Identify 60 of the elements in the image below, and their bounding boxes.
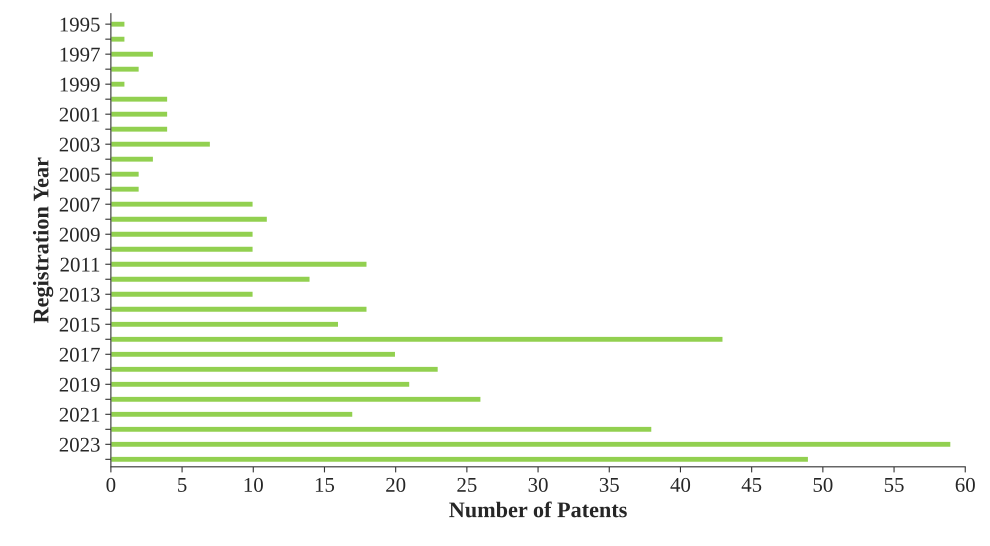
y-tick-label: 2017 [60, 348, 100, 362]
bar [110, 275, 311, 284]
bar [110, 200, 254, 208]
bar [110, 50, 154, 58]
y-tick-label: 2003 [60, 138, 100, 152]
x-tick-label: 5 [178, 478, 186, 492]
y-tick-label: 1997 [60, 48, 100, 62]
x-tick-label: 50 [814, 478, 832, 492]
bar [110, 245, 254, 254]
bar [110, 140, 212, 148]
x-tick-label: 0 [106, 478, 116, 492]
y-tick-label: 1995 [60, 18, 100, 32]
bar [110, 35, 126, 44]
y-tick-label: 2009 [60, 228, 100, 242]
y-tick-label: 2013 [60, 288, 100, 302]
bar [110, 65, 140, 74]
y-tick-label: 2005 [60, 168, 100, 182]
bar [110, 20, 126, 28]
x-tick-label: 25 [457, 478, 476, 492]
bar [110, 125, 169, 134]
bar [110, 290, 254, 298]
y-tick-label: 2021 [60, 408, 100, 422]
bar [110, 170, 140, 178]
bar [110, 425, 653, 434]
bar [110, 230, 254, 238]
x-tick-label: 60 [956, 478, 975, 492]
y-tick-label: 2011 [60, 258, 100, 272]
y-tick-label: 2023 [60, 438, 100, 452]
y-axis-title: Registration Year [32, 158, 54, 324]
bar [110, 380, 411, 388]
x-tick-label: 40 [670, 478, 690, 492]
bar [110, 110, 169, 118]
bar [110, 395, 482, 404]
x-tick-label: 15 [316, 478, 334, 492]
bar [110, 305, 368, 314]
y-tick-label: 2007 [60, 198, 100, 212]
bar [110, 410, 354, 418]
x-tick-label: 10 [244, 478, 263, 492]
bar [110, 185, 140, 194]
x-tick-label: 45 [742, 478, 762, 492]
y-tick-label: 1999 [60, 78, 100, 92]
bar [110, 260, 368, 268]
x-tick-label: 55 [884, 478, 904, 492]
bar [110, 365, 440, 374]
y-tick-label: 2001 [60, 108, 100, 122]
bar [110, 95, 169, 104]
bar [110, 80, 126, 88]
x-tick-label: 20 [386, 478, 406, 492]
bar [110, 335, 724, 344]
bar [110, 455, 810, 464]
x-tick-label: 30 [528, 478, 548, 492]
bar [110, 440, 952, 448]
x-tick-label: 35 [600, 478, 619, 492]
bar [110, 155, 154, 164]
bar [110, 320, 340, 328]
bar [110, 215, 268, 224]
x-axis-title: Number of Patents [449, 501, 627, 518]
y-tick-label: 2015 [60, 318, 100, 332]
y-tick-label: 2019 [60, 378, 100, 392]
bar [110, 350, 396, 358]
